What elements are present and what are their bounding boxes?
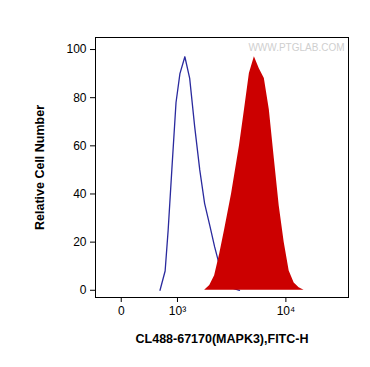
svg-text:10³: 10³ [169, 304, 186, 318]
svg-text:60: 60 [73, 139, 87, 153]
svg-text:0: 0 [80, 283, 87, 297]
svg-text:CL488-67170(MAPK3),FITC-H: CL488-67170(MAPK3),FITC-H [136, 332, 309, 346]
svg-text:20: 20 [73, 235, 87, 249]
svg-text:80: 80 [73, 91, 87, 105]
svg-text:40: 40 [73, 187, 87, 201]
svg-text:100: 100 [66, 42, 86, 56]
svg-text:0: 0 [118, 304, 125, 318]
svg-text:10⁴: 10⁴ [277, 304, 296, 318]
svg-text:Relative Cell Number: Relative Cell Number [33, 105, 47, 230]
svg-text:WWW.PTGLAB.COM: WWW.PTGLAB.COM [248, 42, 344, 53]
